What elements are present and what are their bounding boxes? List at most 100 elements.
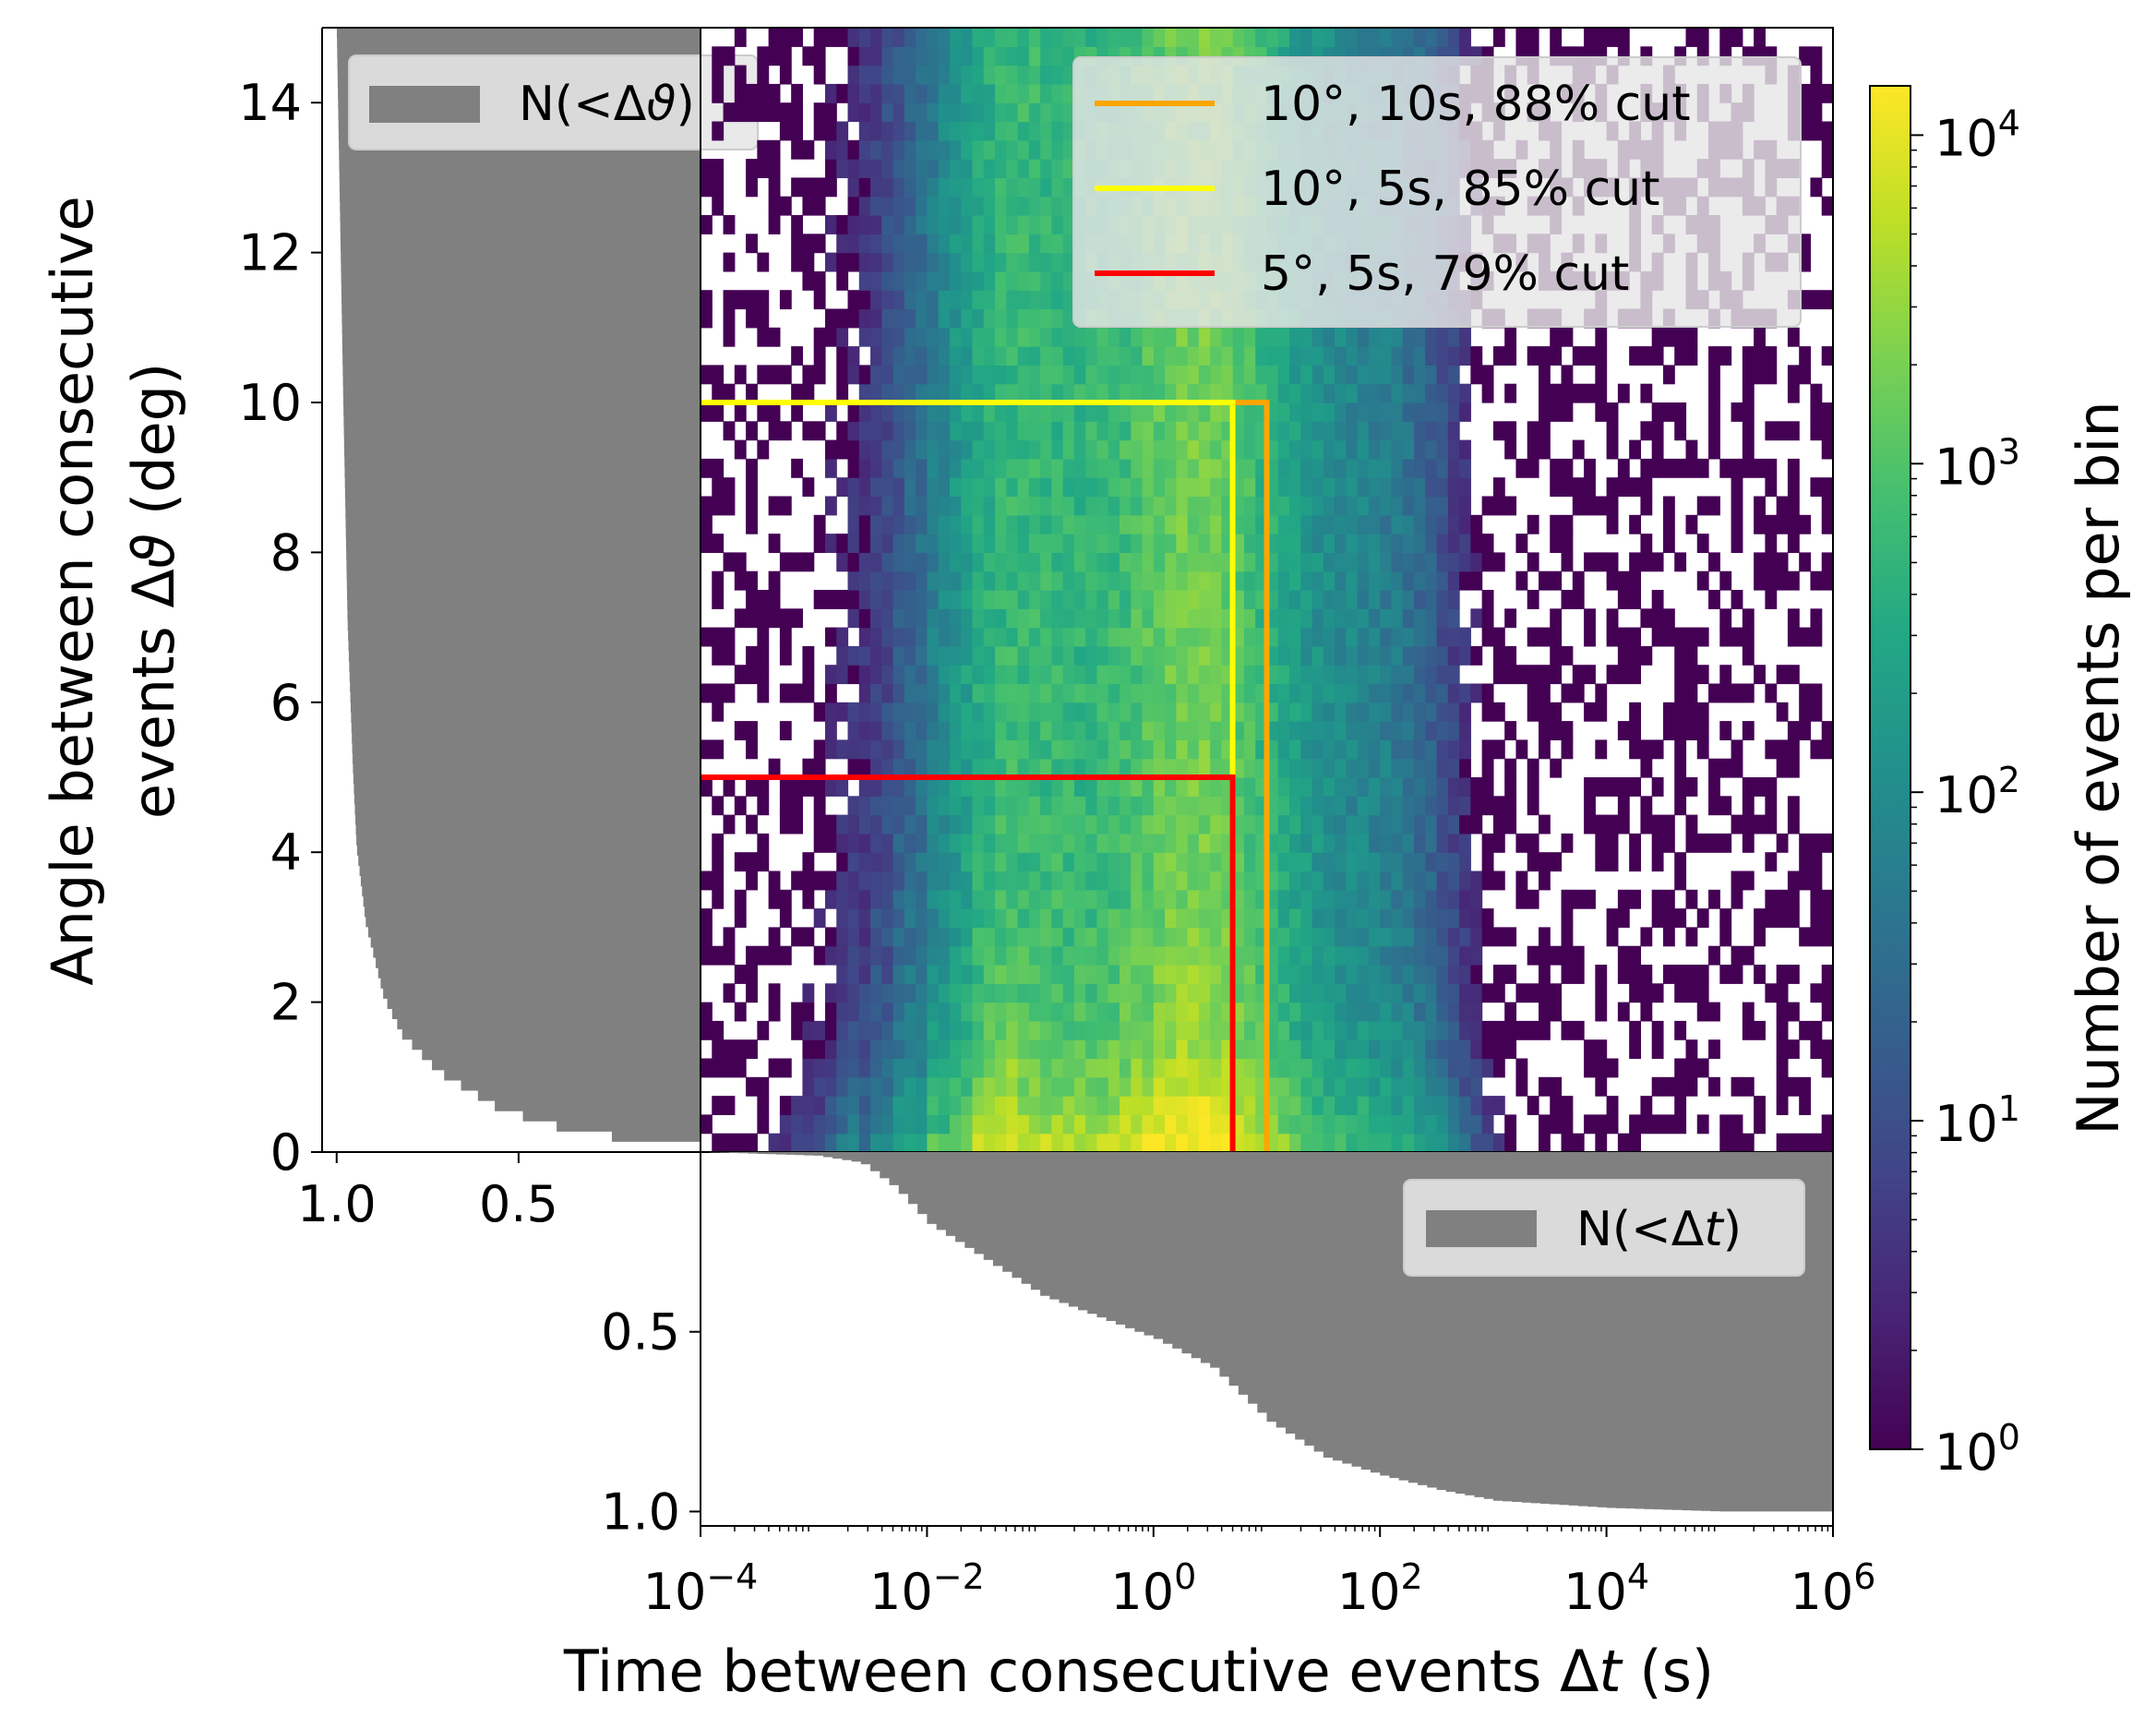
heatmap-cell (858, 1133, 871, 1152)
heatmap-cell (734, 608, 747, 629)
heatmap-cell (836, 1076, 849, 1097)
heatmap-cell (791, 777, 804, 797)
heatmap-cell (1459, 477, 1471, 498)
heatmap-cell (1277, 346, 1290, 366)
heatmap-cell (881, 871, 894, 891)
heatmap-cell (1436, 927, 1449, 947)
heatmap-cell (904, 777, 916, 797)
heatmap-cell (881, 1039, 894, 1060)
heatmap-cell (916, 346, 928, 366)
heatmap-cell (916, 889, 928, 909)
heatmap-cell (916, 196, 928, 216)
heatmap-cell (768, 1002, 781, 1022)
heatmap-cell (1595, 814, 1608, 834)
heatmap-cell (847, 514, 860, 534)
heatmap-cell (1119, 627, 1132, 647)
heatmap-cell (1300, 534, 1313, 553)
heatmap-cell (870, 927, 882, 947)
heatmap-cell (916, 270, 928, 291)
heatmap-cell (1073, 383, 1086, 403)
heatmap-cell (983, 852, 996, 872)
heatmap-cell (1538, 1114, 1551, 1135)
heatmap-cell (1696, 496, 1709, 516)
heatmap-cell (972, 1114, 985, 1135)
heatmap-cell (1719, 570, 1732, 591)
heatmap-cell (1266, 721, 1279, 740)
heatmap-cell (870, 871, 882, 891)
heatmap-cell (1017, 439, 1030, 460)
heatmap-cell (836, 702, 849, 722)
heatmap-cell (1142, 702, 1155, 722)
heatmap-cell (1447, 645, 1460, 666)
heatmap-cell (1165, 458, 1177, 478)
heatmap-cell (802, 234, 815, 254)
heatmap-cell (995, 1096, 1007, 1115)
heatmap-cell (1165, 796, 1177, 816)
heatmap-cell (1617, 645, 1630, 666)
heatmap-cell (723, 927, 736, 947)
heatmap-cell (1131, 496, 1144, 516)
heatmap-cell (916, 252, 928, 272)
heatmap-cell (1447, 721, 1460, 740)
heatmap-cell (712, 1020, 725, 1040)
heatmap-cell (1515, 983, 1528, 1003)
heatmap-cell (1062, 215, 1075, 234)
heatmap-cell (1561, 1114, 1574, 1135)
heatmap-cell (1719, 908, 1732, 928)
heatmap-cell (1165, 983, 1177, 1003)
heatmap-cell (1017, 121, 1030, 141)
heatmap-cell (1040, 1002, 1052, 1022)
heatmap-cell (1346, 721, 1359, 740)
heatmap-cell (892, 871, 905, 891)
heatmap-cell (1153, 534, 1166, 553)
heatmap-cell (813, 28, 826, 47)
heatmap-cell (1187, 927, 1200, 947)
heatmap-cell (904, 534, 916, 553)
cuts-legend-label-3: 5°, 5s, 79% cut (1261, 246, 1629, 302)
heatmap-cell (1210, 570, 1223, 591)
heatmap-cell (1142, 608, 1155, 629)
heatmap-cell (1062, 683, 1075, 703)
heatmap-cell (802, 139, 815, 160)
heatmap-cell (1028, 796, 1041, 816)
heatmap-cell (1142, 421, 1155, 441)
heatmap-cell (813, 177, 826, 198)
heatmap-cell (1051, 1020, 1064, 1040)
heatmap-cell (1357, 852, 1370, 872)
heatmap-cell (881, 534, 894, 553)
heatmap-cell (1346, 702, 1359, 722)
cut-line-3 (701, 774, 1236, 1152)
heatmap-cell (1198, 570, 1211, 591)
heatmap-cell (916, 139, 928, 160)
heatmap-cell (1606, 852, 1619, 872)
heatmap-cell (1243, 908, 1256, 928)
heatmap-cell (723, 1039, 736, 1060)
heatmap-cell (1787, 1133, 1800, 1152)
heatmap-cell (858, 514, 871, 534)
heatmap-cell (746, 721, 758, 740)
heatmap-cell (1561, 327, 1574, 347)
heatmap-cell (1142, 534, 1155, 553)
heatmap-cell (1425, 889, 1438, 909)
heatmap-cell (983, 252, 996, 272)
heatmap-cell (881, 234, 894, 254)
heatmap-cell (1221, 28, 1234, 47)
heatmap-cell (972, 1002, 985, 1022)
heatmap-cell (1006, 83, 1019, 103)
heatmap-cell (1380, 965, 1393, 984)
heatmap-cell (1527, 983, 1539, 1003)
heatmap-cell (1006, 645, 1019, 666)
heatmap-cell (1323, 702, 1336, 722)
heatmap-cell (1696, 1114, 1709, 1135)
heatmap-cell (1821, 1058, 1833, 1078)
heatmap-cell (904, 139, 916, 160)
heatmap-cell (802, 983, 815, 1003)
heatmap-cell (791, 796, 804, 816)
heatmap-cell (961, 458, 974, 478)
heatmap-cell (1776, 1020, 1789, 1040)
heatmap-cell (892, 945, 905, 966)
heatmap-cell (1131, 796, 1144, 816)
heatmap-cell (1051, 665, 1064, 685)
heatmap-cell (858, 702, 871, 722)
heatmap-cell (1289, 1114, 1301, 1135)
